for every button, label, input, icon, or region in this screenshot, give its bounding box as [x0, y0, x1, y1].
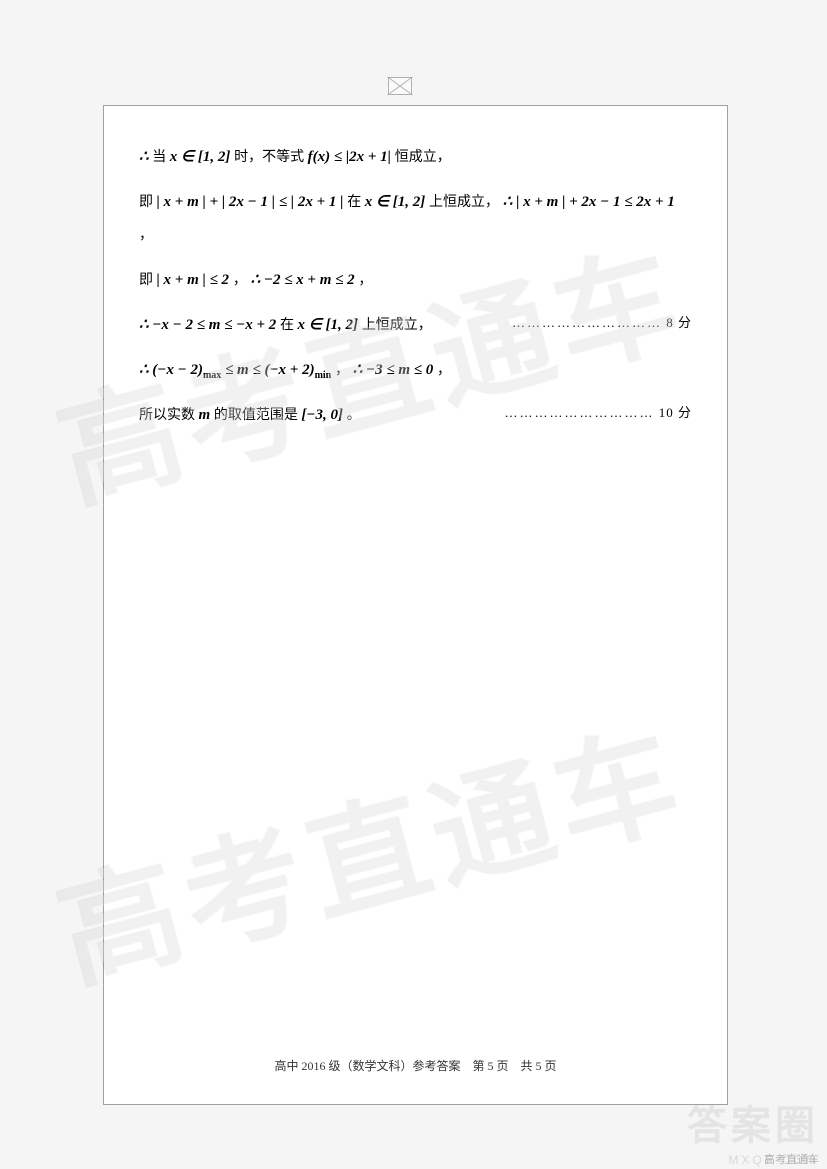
- math-expr: m: [199, 407, 211, 423]
- score-marker: ………………………… 8 分: [512, 309, 692, 338]
- mxqe-watermark: MXQE.COM: [728, 1153, 819, 1167]
- text: 即: [139, 195, 157, 210]
- text: 上恒成立，: [362, 318, 432, 333]
- math-line-3: 即 | x + m | ≤ 2 ， ∴ −2 ≤ x + m ≤ 2 ，: [139, 264, 692, 297]
- math-expr: x ∈ [1, 2]: [365, 194, 426, 210]
- text: 当: [152, 150, 170, 165]
- math-expr: ≤ m ≤ (−x + 2): [221, 362, 314, 378]
- math-expr: −2 ≤ x + m ≤ 2: [264, 272, 355, 288]
- therefore-symbol: ∴: [503, 194, 516, 210]
- text: 即: [139, 273, 157, 288]
- text: 。: [347, 408, 361, 423]
- dots: …………………………: [504, 405, 654, 420]
- subscript: max: [203, 370, 221, 381]
- math-solution-content: ∴ 当 x ∈ [1, 2] 时，不等式 f(x) ≤ |2x + 1| 恒成立…: [104, 106, 727, 464]
- therefore-symbol: ∴: [353, 362, 366, 378]
- math-expr: x ∈ [1, 2]: [170, 149, 231, 165]
- math-expr: | x + m | + 2x − 1 ≤ 2x + 1: [516, 194, 675, 210]
- dots: …………………………: [512, 315, 662, 330]
- text: 上恒成立，: [429, 195, 499, 210]
- math-expr: | x + m | + | 2x − 1 | ≤ | 2x + 1 |: [157, 194, 344, 210]
- text: ，: [335, 363, 349, 378]
- therefore-symbol: ∴: [139, 362, 152, 378]
- therefore-symbol: ∴: [139, 149, 149, 165]
- math-line-4: ∴ −x − 2 ≤ m ≤ −x + 2 在 x ∈ [1, 2] 上恒成立，…: [139, 309, 692, 342]
- score-text: 10 分: [659, 405, 692, 420]
- text: ，: [437, 363, 451, 378]
- text: ，: [139, 228, 153, 243]
- math-line-6: 所以实数 m 的取值范围是 [−3, 0] 。 ………………………… 10 分: [139, 399, 692, 432]
- text: 在: [347, 195, 365, 210]
- text: 时，不等式: [234, 150, 308, 165]
- text: ，: [358, 273, 372, 288]
- math-expr: (−x − 2): [152, 362, 203, 378]
- math-expr: f(x) ≤ |2x + 1|: [308, 149, 391, 165]
- therefore-symbol: ∴: [139, 317, 152, 333]
- math-line-2: 即 | x + m | + | 2x − 1 | ≤ | 2x + 1 | 在 …: [139, 186, 692, 252]
- math-expr: x ∈ [1, 2]: [298, 317, 359, 333]
- math-expr: −x − 2 ≤ m ≤ −x + 2: [152, 317, 276, 333]
- text: 恒成立，: [395, 150, 451, 165]
- score-marker: ………………………… 10 分: [504, 399, 692, 428]
- therefore-symbol: ∴: [251, 272, 264, 288]
- math-expr: −3 ≤ m ≤ 0: [366, 362, 433, 378]
- text: 的取值范围是: [214, 408, 302, 423]
- math-expr: | x + m | ≤ 2: [157, 272, 230, 288]
- math-line-1: ∴ 当 x ∈ [1, 2] 时，不等式 f(x) ≤ |2x + 1| 恒成立…: [139, 141, 692, 174]
- broken-image-icon: [388, 77, 412, 95]
- text: 所以实数: [139, 408, 199, 423]
- score-text: 8 分: [666, 315, 692, 330]
- page-footer: 高中 2016 级（数学文科）参考答案 第 5 页 共 5 页: [104, 1057, 727, 1074]
- document-page: ∴ 当 x ∈ [1, 2] 时，不等式 f(x) ≤ |2x + 1| 恒成立…: [103, 105, 728, 1105]
- text: 在: [280, 318, 298, 333]
- math-line-5: ∴ (−x − 2)max ≤ m ≤ (−x + 2)min ， ∴ −3 ≤…: [139, 354, 692, 387]
- math-expr: [−3, 0]: [301, 407, 343, 423]
- subscript: min: [315, 370, 332, 381]
- text: ，: [233, 273, 247, 288]
